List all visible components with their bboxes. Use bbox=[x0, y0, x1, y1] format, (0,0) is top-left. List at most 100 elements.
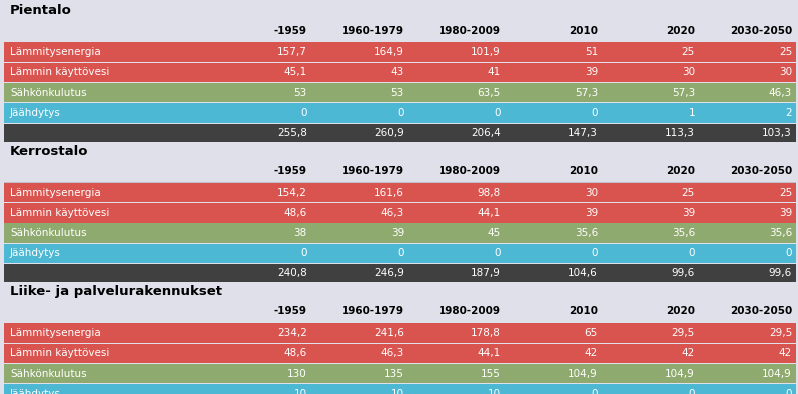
Text: 25: 25 bbox=[779, 47, 792, 57]
Text: 0: 0 bbox=[689, 249, 695, 258]
Bar bbox=[602, 244, 699, 263]
Bar bbox=[602, 344, 699, 363]
Bar bbox=[505, 103, 602, 123]
Text: 0: 0 bbox=[785, 389, 792, 394]
Bar bbox=[505, 42, 602, 62]
Text: 65: 65 bbox=[585, 328, 598, 338]
Text: 0: 0 bbox=[397, 108, 404, 118]
Bar bbox=[602, 183, 699, 202]
Bar bbox=[311, 183, 408, 202]
Bar bbox=[4, 244, 214, 263]
Text: 43: 43 bbox=[391, 67, 404, 77]
Text: Jäähdytys: Jäähdytys bbox=[10, 108, 61, 118]
Bar bbox=[505, 63, 602, 82]
Text: 53: 53 bbox=[294, 87, 307, 98]
Bar bbox=[408, 384, 505, 394]
Bar bbox=[214, 264, 311, 282]
Text: 0: 0 bbox=[689, 389, 695, 394]
Text: 187,9: 187,9 bbox=[471, 268, 501, 278]
Bar bbox=[311, 384, 408, 394]
Text: 30: 30 bbox=[681, 67, 695, 77]
Bar bbox=[602, 63, 699, 82]
Bar bbox=[4, 183, 214, 202]
Bar bbox=[602, 223, 699, 243]
Bar bbox=[408, 83, 505, 102]
Bar bbox=[699, 384, 796, 394]
Text: 46,3: 46,3 bbox=[381, 348, 404, 359]
Bar bbox=[311, 83, 408, 102]
Text: -1959: -1959 bbox=[274, 307, 307, 316]
Text: Jäähdytys: Jäähdytys bbox=[10, 249, 61, 258]
Bar bbox=[4, 62, 796, 63]
Bar bbox=[4, 182, 796, 183]
Text: 10: 10 bbox=[294, 389, 307, 394]
Bar bbox=[408, 344, 505, 363]
Text: 104,9: 104,9 bbox=[666, 369, 695, 379]
Text: 1980-2009: 1980-2009 bbox=[439, 166, 501, 176]
Text: 101,9: 101,9 bbox=[471, 47, 501, 57]
Text: 35,6: 35,6 bbox=[575, 228, 598, 238]
Text: Sähkönkulutus: Sähkönkulutus bbox=[10, 369, 87, 379]
Bar bbox=[4, 344, 214, 363]
Bar bbox=[505, 264, 602, 282]
Bar bbox=[408, 223, 505, 243]
Text: 30: 30 bbox=[779, 67, 792, 77]
Bar bbox=[699, 244, 796, 263]
Bar bbox=[4, 83, 214, 102]
Text: 178,8: 178,8 bbox=[471, 328, 501, 338]
Text: 0: 0 bbox=[300, 108, 307, 118]
Bar bbox=[602, 264, 699, 282]
Text: 45,1: 45,1 bbox=[283, 67, 307, 77]
Text: 35,6: 35,6 bbox=[672, 228, 695, 238]
Bar bbox=[311, 344, 408, 363]
Bar bbox=[602, 323, 699, 343]
Bar bbox=[4, 243, 796, 244]
Bar bbox=[214, 244, 311, 263]
Text: 57,3: 57,3 bbox=[575, 87, 598, 98]
Text: 0: 0 bbox=[495, 249, 501, 258]
Bar bbox=[4, 160, 796, 182]
Bar bbox=[505, 123, 602, 141]
Bar bbox=[505, 203, 602, 223]
Text: 39: 39 bbox=[585, 208, 598, 218]
Text: 48,6: 48,6 bbox=[283, 208, 307, 218]
Bar bbox=[4, 82, 796, 83]
Text: 42: 42 bbox=[681, 348, 695, 359]
Bar bbox=[505, 223, 602, 243]
Text: 0: 0 bbox=[785, 249, 792, 258]
Text: 260,9: 260,9 bbox=[374, 128, 404, 138]
Bar bbox=[408, 244, 505, 263]
Bar bbox=[4, 383, 796, 384]
Bar bbox=[214, 63, 311, 82]
Text: Lämmitysenergia: Lämmitysenergia bbox=[10, 47, 101, 57]
Bar bbox=[311, 203, 408, 223]
Bar bbox=[311, 223, 408, 243]
Bar bbox=[699, 63, 796, 82]
Bar bbox=[408, 364, 505, 383]
Bar bbox=[602, 203, 699, 223]
Text: 164,9: 164,9 bbox=[374, 47, 404, 57]
Bar bbox=[214, 103, 311, 123]
Text: 42: 42 bbox=[585, 348, 598, 359]
Text: 38: 38 bbox=[294, 228, 307, 238]
Bar bbox=[408, 203, 505, 223]
Bar bbox=[4, 363, 796, 364]
Text: 2030-2050: 2030-2050 bbox=[729, 166, 792, 176]
Text: 2030-2050: 2030-2050 bbox=[729, 307, 792, 316]
Text: -1959: -1959 bbox=[274, 166, 307, 176]
Text: 98,8: 98,8 bbox=[478, 188, 501, 197]
Bar bbox=[602, 364, 699, 383]
Text: Pientalo: Pientalo bbox=[10, 4, 72, 17]
Bar bbox=[699, 83, 796, 102]
Text: 0: 0 bbox=[591, 108, 598, 118]
Text: 29,5: 29,5 bbox=[672, 328, 695, 338]
Text: 240,8: 240,8 bbox=[277, 268, 307, 278]
Text: 0: 0 bbox=[495, 108, 501, 118]
Bar bbox=[4, 143, 796, 160]
Bar bbox=[4, 103, 214, 123]
Bar bbox=[311, 63, 408, 82]
Text: 2020: 2020 bbox=[666, 26, 695, 35]
Bar bbox=[699, 264, 796, 282]
Text: 44,1: 44,1 bbox=[478, 208, 501, 218]
Bar bbox=[311, 244, 408, 263]
